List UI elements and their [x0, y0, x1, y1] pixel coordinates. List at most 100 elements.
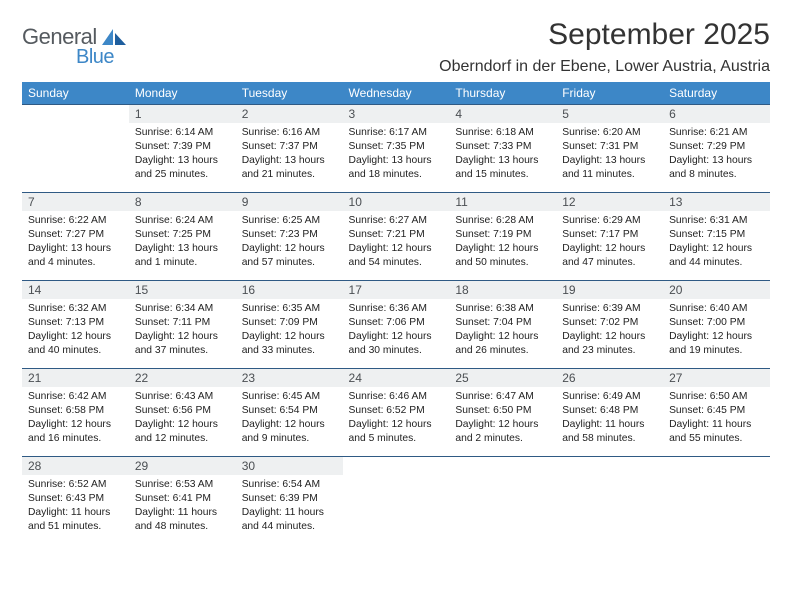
- day-body: Sunrise: 6:49 AMSunset: 6:48 PMDaylight:…: [556, 387, 663, 450]
- sunset-text: Sunset: 7:00 PM: [669, 316, 764, 330]
- calendar-day-cell: 2Sunrise: 6:16 AMSunset: 7:37 PMDaylight…: [236, 105, 343, 193]
- daylight-text: Daylight: 12 hours and 5 minutes.: [349, 418, 444, 446]
- day-number: 27: [663, 369, 770, 387]
- calendar-table: SundayMondayTuesdayWednesdayThursdayFrid…: [22, 82, 770, 545]
- calendar-header-row: SundayMondayTuesdayWednesdayThursdayFrid…: [22, 82, 770, 105]
- sunrise-text: Sunrise: 6:24 AM: [135, 214, 230, 228]
- calendar-day-cell: 10Sunrise: 6:27 AMSunset: 7:21 PMDayligh…: [343, 193, 450, 281]
- calendar-day-cell: 4Sunrise: 6:18 AMSunset: 7:33 PMDaylight…: [449, 105, 556, 193]
- day-number: 4: [449, 105, 556, 123]
- sunrise-text: Sunrise: 6:21 AM: [669, 126, 764, 140]
- calendar-day-cell: 3Sunrise: 6:17 AMSunset: 7:35 PMDaylight…: [343, 105, 450, 193]
- sunrise-text: Sunrise: 6:54 AM: [242, 478, 337, 492]
- daylight-text: Daylight: 12 hours and 40 minutes.: [28, 330, 123, 358]
- sunset-text: Sunset: 7:39 PM: [135, 140, 230, 154]
- sunset-text: Sunset: 6:56 PM: [135, 404, 230, 418]
- sunrise-text: Sunrise: 6:27 AM: [349, 214, 444, 228]
- day-body: Sunrise: 6:20 AMSunset: 7:31 PMDaylight:…: [556, 123, 663, 186]
- daylight-text: Daylight: 12 hours and 23 minutes.: [562, 330, 657, 358]
- day-body: Sunrise: 6:16 AMSunset: 7:37 PMDaylight:…: [236, 123, 343, 186]
- daylight-text: Daylight: 11 hours and 55 minutes.: [669, 418, 764, 446]
- calendar-day-cell: [449, 457, 556, 545]
- daylight-text: Daylight: 12 hours and 2 minutes.: [455, 418, 550, 446]
- daylight-text: Daylight: 11 hours and 44 minutes.: [242, 506, 337, 534]
- calendar-day-cell: [556, 457, 663, 545]
- sunset-text: Sunset: 6:54 PM: [242, 404, 337, 418]
- day-body: Sunrise: 6:43 AMSunset: 6:56 PMDaylight:…: [129, 387, 236, 450]
- calendar-week-row: 7Sunrise: 6:22 AMSunset: 7:27 PMDaylight…: [22, 193, 770, 281]
- day-number: 15: [129, 281, 236, 299]
- day-number: 18: [449, 281, 556, 299]
- sunset-text: Sunset: 7:29 PM: [669, 140, 764, 154]
- daylight-text: Daylight: 12 hours and 9 minutes.: [242, 418, 337, 446]
- day-number: 30: [236, 457, 343, 475]
- sunset-text: Sunset: 6:52 PM: [349, 404, 444, 418]
- sunrise-text: Sunrise: 6:35 AM: [242, 302, 337, 316]
- calendar-day-cell: 21Sunrise: 6:42 AMSunset: 6:58 PMDayligh…: [22, 369, 129, 457]
- sunrise-text: Sunrise: 6:29 AM: [562, 214, 657, 228]
- sunset-text: Sunset: 7:11 PM: [135, 316, 230, 330]
- day-body: Sunrise: 6:32 AMSunset: 7:13 PMDaylight:…: [22, 299, 129, 362]
- day-number: 22: [129, 369, 236, 387]
- calendar-week-row: 1Sunrise: 6:14 AMSunset: 7:39 PMDaylight…: [22, 105, 770, 193]
- sunset-text: Sunset: 6:43 PM: [28, 492, 123, 506]
- day-body: Sunrise: 6:35 AMSunset: 7:09 PMDaylight:…: [236, 299, 343, 362]
- calendar-day-cell: 17Sunrise: 6:36 AMSunset: 7:06 PMDayligh…: [343, 281, 450, 369]
- day-body: Sunrise: 6:29 AMSunset: 7:17 PMDaylight:…: [556, 211, 663, 274]
- calendar-day-cell: 14Sunrise: 6:32 AMSunset: 7:13 PMDayligh…: [22, 281, 129, 369]
- day-body: Sunrise: 6:39 AMSunset: 7:02 PMDaylight:…: [556, 299, 663, 362]
- calendar-day-cell: 23Sunrise: 6:45 AMSunset: 6:54 PMDayligh…: [236, 369, 343, 457]
- day-body: Sunrise: 6:47 AMSunset: 6:50 PMDaylight:…: [449, 387, 556, 450]
- calendar-day-cell: 22Sunrise: 6:43 AMSunset: 6:56 PMDayligh…: [129, 369, 236, 457]
- calendar-day-cell: 24Sunrise: 6:46 AMSunset: 6:52 PMDayligh…: [343, 369, 450, 457]
- daylight-text: Daylight: 12 hours and 44 minutes.: [669, 242, 764, 270]
- daylight-text: Daylight: 12 hours and 26 minutes.: [455, 330, 550, 358]
- sunrise-text: Sunrise: 6:46 AM: [349, 390, 444, 404]
- sunset-text: Sunset: 7:15 PM: [669, 228, 764, 242]
- sunset-text: Sunset: 7:21 PM: [349, 228, 444, 242]
- calendar-day-cell: 19Sunrise: 6:39 AMSunset: 7:02 PMDayligh…: [556, 281, 663, 369]
- title-block: September 2025 Oberndorf in der Ebene, L…: [439, 18, 770, 76]
- calendar-day-cell: 12Sunrise: 6:29 AMSunset: 7:17 PMDayligh…: [556, 193, 663, 281]
- sunrise-text: Sunrise: 6:18 AM: [455, 126, 550, 140]
- day-number: 6: [663, 105, 770, 123]
- logo-general: General: [22, 24, 97, 49]
- sunrise-text: Sunrise: 6:42 AM: [28, 390, 123, 404]
- calendar-day-cell: 20Sunrise: 6:40 AMSunset: 7:00 PMDayligh…: [663, 281, 770, 369]
- daylight-text: Daylight: 12 hours and 47 minutes.: [562, 242, 657, 270]
- sunrise-text: Sunrise: 6:47 AM: [455, 390, 550, 404]
- calendar-day-cell: 9Sunrise: 6:25 AMSunset: 7:23 PMDaylight…: [236, 193, 343, 281]
- calendar-week-row: 14Sunrise: 6:32 AMSunset: 7:13 PMDayligh…: [22, 281, 770, 369]
- sunset-text: Sunset: 7:09 PM: [242, 316, 337, 330]
- dow-header: Saturday: [663, 82, 770, 105]
- calendar-day-cell: 29Sunrise: 6:53 AMSunset: 6:41 PMDayligh…: [129, 457, 236, 545]
- calendar-day-cell: 8Sunrise: 6:24 AMSunset: 7:25 PMDaylight…: [129, 193, 236, 281]
- daylight-text: Daylight: 12 hours and 57 minutes.: [242, 242, 337, 270]
- calendar-day-cell: 28Sunrise: 6:52 AMSunset: 6:43 PMDayligh…: [22, 457, 129, 545]
- sunset-text: Sunset: 7:04 PM: [455, 316, 550, 330]
- day-body: Sunrise: 6:17 AMSunset: 7:35 PMDaylight:…: [343, 123, 450, 186]
- day-body: Sunrise: 6:52 AMSunset: 6:43 PMDaylight:…: [22, 475, 129, 538]
- day-number: 21: [22, 369, 129, 387]
- calendar-day-cell: 11Sunrise: 6:28 AMSunset: 7:19 PMDayligh…: [449, 193, 556, 281]
- daylight-text: Daylight: 12 hours and 54 minutes.: [349, 242, 444, 270]
- day-body: Sunrise: 6:38 AMSunset: 7:04 PMDaylight:…: [449, 299, 556, 362]
- daylight-text: Daylight: 13 hours and 8 minutes.: [669, 154, 764, 182]
- day-number: 5: [556, 105, 663, 123]
- calendar-week-row: 28Sunrise: 6:52 AMSunset: 6:43 PMDayligh…: [22, 457, 770, 545]
- day-number: 13: [663, 193, 770, 211]
- day-number: 26: [556, 369, 663, 387]
- day-number: 12: [556, 193, 663, 211]
- sunset-text: Sunset: 6:50 PM: [455, 404, 550, 418]
- daylight-text: Daylight: 11 hours and 51 minutes.: [28, 506, 123, 534]
- day-body: Sunrise: 6:34 AMSunset: 7:11 PMDaylight:…: [129, 299, 236, 362]
- sunrise-text: Sunrise: 6:50 AM: [669, 390, 764, 404]
- day-number: 14: [22, 281, 129, 299]
- day-number: 19: [556, 281, 663, 299]
- sunrise-text: Sunrise: 6:39 AM: [562, 302, 657, 316]
- day-number: 16: [236, 281, 343, 299]
- sunrise-text: Sunrise: 6:38 AM: [455, 302, 550, 316]
- dow-header: Wednesday: [343, 82, 450, 105]
- sunset-text: Sunset: 7:13 PM: [28, 316, 123, 330]
- sunset-text: Sunset: 7:17 PM: [562, 228, 657, 242]
